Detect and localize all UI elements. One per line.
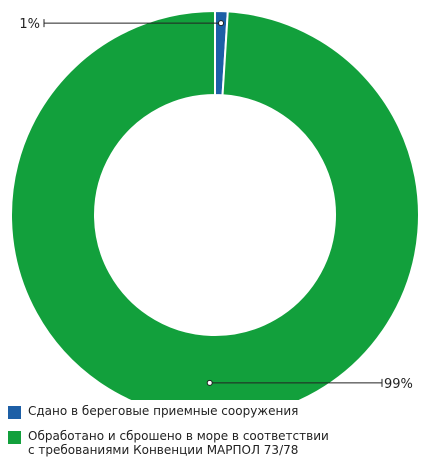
- legend-swatch-shore-facilities: [8, 406, 21, 419]
- legend-item-discharged-at-sea: Обработано и сброшено в море в соответст…: [8, 429, 438, 457]
- legend-item-shore-facilities: Сдано в береговые приемные сооружения: [8, 404, 438, 419]
- legend-swatch-discharged-at-sea: [8, 431, 21, 444]
- legend-label-discharged-at-sea: Обработано и сброшено в море в соответст…: [28, 429, 329, 457]
- data-label-discharged-at-sea: 99%: [384, 377, 413, 392]
- data-label-shore-facilities: 1%: [19, 17, 40, 32]
- leader-dot: [218, 20, 225, 27]
- leader-dot: [206, 379, 213, 386]
- donut-chart: 1% 99%: [10, 9, 420, 400]
- legend: Сдано в береговые приемные сооружения Об…: [8, 404, 438, 467]
- legend-label-shore-facilities: Сдано в береговые приемные сооружения: [28, 404, 299, 418]
- slice-discharged-at-sea: [10, 9, 420, 400]
- leader-lines: [43, 19, 383, 387]
- donut-slices: [10, 9, 420, 400]
